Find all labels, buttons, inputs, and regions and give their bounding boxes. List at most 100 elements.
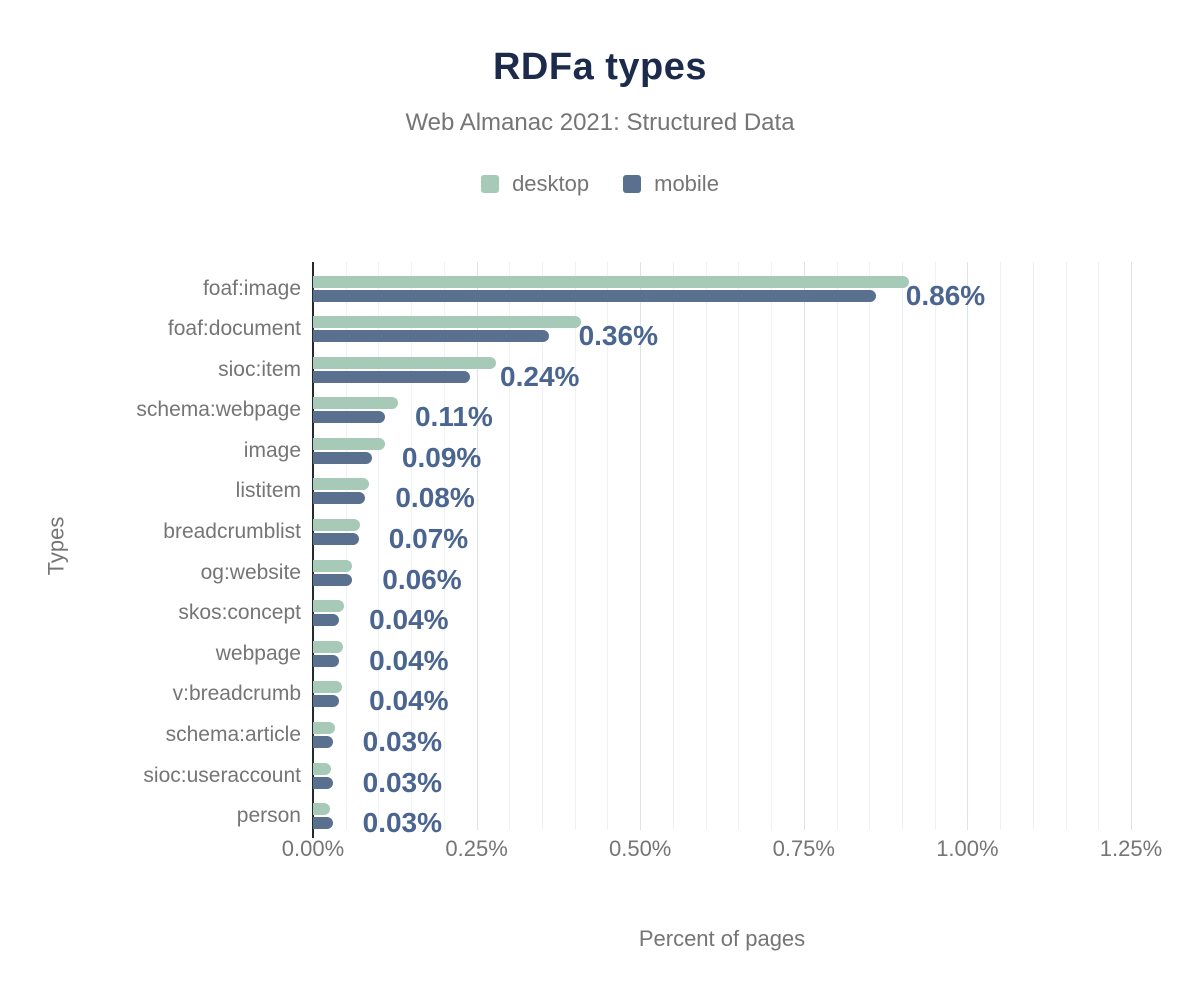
grid-line: [803, 262, 805, 830]
mobile-bar: [313, 492, 366, 505]
category-label-row: skos:concept: [0, 587, 301, 628]
grid-line: [542, 262, 544, 830]
x-tick-label: 0.50%: [608, 836, 672, 861]
category-label-row: sioc:item: [0, 343, 301, 384]
category-label: listitem: [235, 479, 301, 503]
grid-line: [738, 262, 740, 830]
desktop-bar: [313, 519, 361, 532]
category-label-row: v:breadcrumb: [0, 668, 301, 709]
desktop-swatch-icon: [481, 175, 500, 193]
chart-subtitle: Web Almanac 2021: Structured Data: [405, 109, 795, 136]
value-label: 0.07%: [388, 523, 469, 555]
grid-line: [771, 262, 773, 830]
grid-line: [1000, 262, 1002, 830]
legend-item-mobile: mobile: [623, 171, 719, 197]
category-label: schema:article: [165, 722, 301, 746]
grid-line: [640, 262, 642, 830]
category-label: sioc:useraccount: [143, 763, 301, 787]
category-label: skos:concept: [178, 601, 301, 625]
value-label: 0.09%: [401, 441, 482, 473]
x-tick-label: 0.25%: [445, 836, 508, 861]
grid-line: [1065, 262, 1067, 830]
chart-row: 0.06%: [313, 546, 1131, 593]
category-label: schema:webpage: [136, 398, 301, 422]
chart-title: RDFa types: [492, 46, 708, 88]
desktop-bar: [313, 437, 385, 450]
value-label: 0.08%: [395, 482, 475, 514]
category-label: sioc:item: [218, 357, 301, 381]
category-label: webpage: [215, 641, 301, 665]
chart-row: 0.03%: [313, 708, 1131, 757]
category-axis: foaf:image foaf:document sioc:item schema:w…: [0, 262, 301, 830]
desktop-bar: [313, 681, 342, 694]
grid-line: [378, 262, 380, 830]
category-label-row: webpage: [0, 627, 301, 668]
mobile-bar: [313, 614, 340, 627]
desktop-bar: [313, 316, 582, 329]
x-tick-label: 0.75%: [772, 836, 835, 861]
grid-line: [345, 262, 347, 830]
grid-line: [836, 262, 838, 830]
chart-row: 0.09%: [313, 424, 1131, 473]
x-axis-title: Percent of pages: [638, 926, 806, 951]
value-label: 0.04%: [369, 604, 449, 636]
value-label: 0.04%: [369, 685, 449, 717]
mobile-bar: [313, 817, 333, 830]
category-label-row: schema:webpage: [0, 384, 301, 425]
chart-row: 0.36%: [313, 303, 1131, 350]
mobile-bar: [313, 654, 340, 667]
category-label: breadcrumblist: [163, 520, 301, 544]
grid-line: [1098, 262, 1100, 830]
grid-line: [934, 262, 936, 830]
x-tick-label: 1.00%: [936, 836, 999, 861]
grid-line: [607, 262, 609, 830]
category-label-row: foaf:document: [0, 303, 301, 344]
x-axis-ticks: 0.00% 0.25% 0.50% 0.75% 1.00% 1.25%: [282, 836, 1162, 864]
category-label: og:website: [200, 560, 301, 584]
category-label-row: breadcrumblist: [0, 505, 301, 546]
y-axis-line: [312, 262, 314, 838]
mobile-bar: [313, 573, 353, 586]
value-label: 0.24%: [500, 360, 580, 392]
mobile-bar: [313, 533, 359, 546]
desktop-bar: [313, 356, 497, 369]
mobile-bar: [313, 289, 876, 302]
plot-area: 0.86% 0.36% 0.24% 0.11% 0.09% 0.08% 0.07% 0.06%…: [312, 262, 1132, 838]
chart-row: 0.11%: [313, 384, 1131, 433]
legend: desktop mobile: [0, 171, 1200, 197]
category-label-row: image: [0, 424, 301, 465]
chart-row: 0.86%: [313, 262, 1131, 311]
desktop-bar: [313, 600, 345, 613]
mobile-bar: [313, 411, 385, 424]
grid-line: [705, 262, 707, 830]
mobile-bar: [313, 330, 549, 343]
value-label: 0.86%: [905, 279, 986, 311]
grid-line: [509, 262, 511, 830]
chart-row: 0.03%: [313, 749, 1131, 796]
category-label-row: person: [0, 790, 301, 831]
gridlines: [313, 262, 1132, 830]
grid-line: [901, 262, 903, 830]
desktop-bar: [313, 478, 369, 491]
mobile-bar: [313, 370, 471, 383]
chart-row: 0.03%: [313, 790, 1131, 837]
x-tick-label: 0.00%: [281, 836, 345, 861]
value-label: 0.11%: [414, 401, 493, 433]
desktop-bar: [313, 803, 330, 816]
grid-line: [476, 262, 478, 830]
desktop-bar: [313, 721, 335, 734]
value-label: 0.03%: [362, 725, 443, 757]
chart-row: 0.04%: [313, 668, 1131, 717]
category-label-row: schema:article: [0, 708, 301, 749]
grid-line: [967, 262, 969, 830]
desktop-bar: [313, 397, 399, 410]
value-label: 0.04%: [369, 644, 449, 676]
mobile-swatch-icon: [623, 175, 642, 193]
category-label-row: listitem: [0, 465, 301, 506]
mobile-bar: [313, 451, 372, 464]
mobile-bar: [313, 776, 333, 789]
mobile-bar: [313, 695, 340, 708]
grid-line: [411, 262, 413, 830]
desktop-bar: [313, 275, 909, 288]
